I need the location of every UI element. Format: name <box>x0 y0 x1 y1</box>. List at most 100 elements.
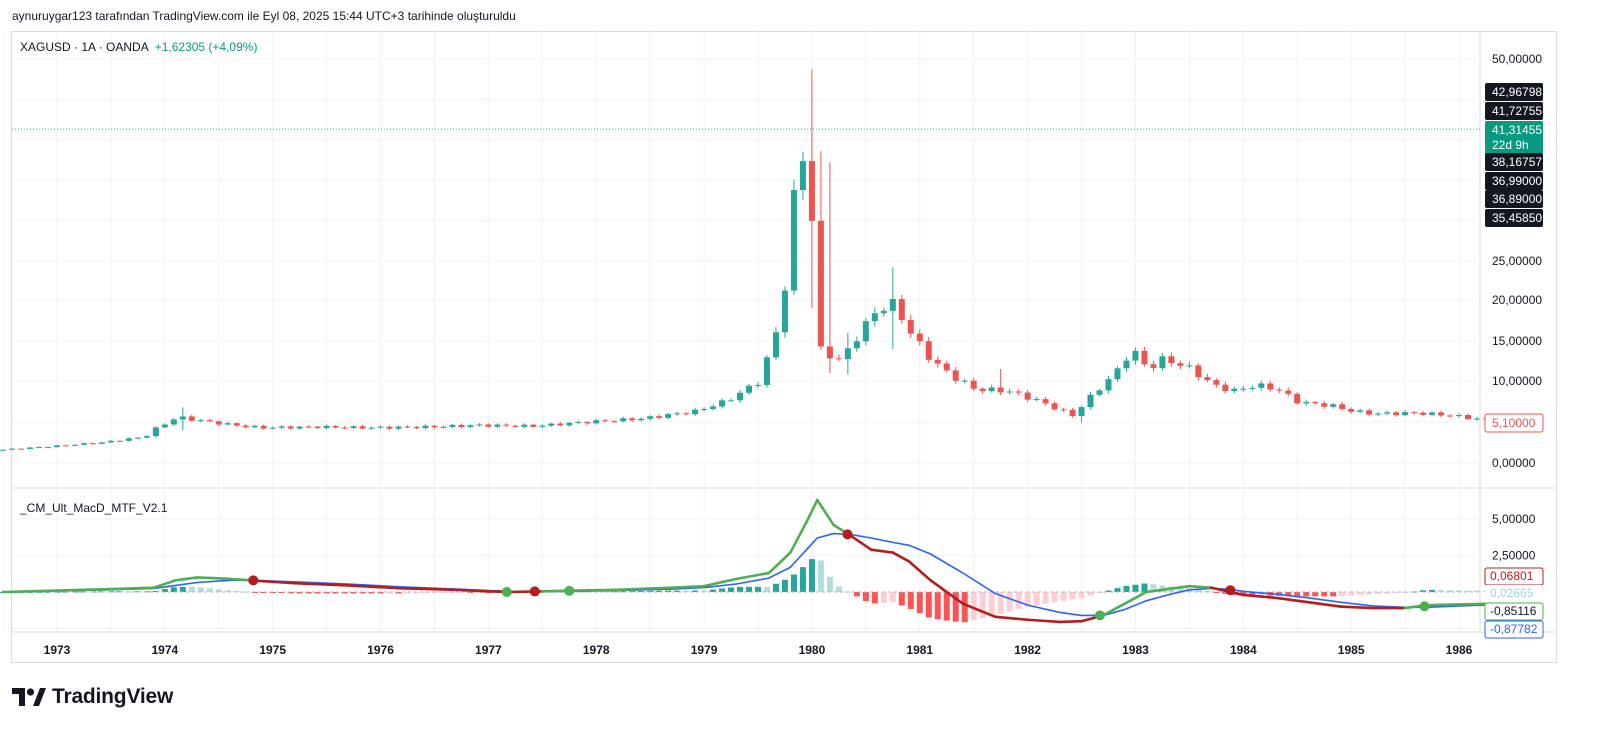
macd-line-segment <box>702 577 738 588</box>
candle-down <box>970 380 977 389</box>
indicator-value-text: -0,85116 <box>1490 604 1537 618</box>
histogram-bar <box>602 591 609 593</box>
symbol-label: XAGUSD · 1A · OANDA <box>20 40 149 54</box>
candle-up <box>143 436 150 438</box>
candle-up <box>1456 415 1462 417</box>
candle-up <box>539 425 546 427</box>
histogram-bar <box>835 586 842 592</box>
candle-down <box>925 341 932 360</box>
time-tick-label: 1985 <box>1338 643 1365 657</box>
histogram-bar <box>260 592 267 593</box>
candle-up <box>1087 394 1094 408</box>
candle-up <box>1105 379 1112 391</box>
candle-down <box>1464 415 1471 420</box>
macd-line-segment <box>1425 603 1461 607</box>
histogram-bar <box>1303 592 1310 597</box>
histogram-bar <box>332 592 339 594</box>
candle-down <box>287 426 294 429</box>
cross-marker <box>501 587 512 597</box>
candle-down <box>1195 365 1202 378</box>
candle-up <box>799 161 806 191</box>
histogram-bar <box>1177 587 1184 592</box>
indicator-value-text: 0,02665 <box>1490 586 1534 600</box>
histogram-bar <box>377 592 384 594</box>
macd-line-segment <box>1026 618 1062 624</box>
histogram-bar <box>1357 592 1364 596</box>
indicator-legend[interactable]: _CM_Ult_MacD_MTF_V2.1 <box>20 501 168 515</box>
candle-up <box>988 387 995 392</box>
candle-up <box>790 190 797 291</box>
candle-up <box>125 438 132 441</box>
price-tick-label: 50,00000 <box>1492 52 1542 66</box>
histogram-bar <box>1429 589 1436 592</box>
price-label-box <box>1485 83 1543 101</box>
histogram-bar <box>961 592 968 623</box>
candle-down <box>1393 412 1400 416</box>
candle-up <box>71 444 78 446</box>
histogram-bar <box>871 592 878 604</box>
macd-line-segment <box>228 577 253 582</box>
macd-line-segment <box>1 589 59 594</box>
candle-down <box>907 320 914 334</box>
candle-up <box>701 408 708 410</box>
macd-line-segment <box>1101 602 1126 617</box>
candle-down <box>557 423 564 426</box>
histogram-bar <box>170 587 177 592</box>
macd-line-segment <box>109 586 156 591</box>
candle-down <box>359 426 366 429</box>
candle-down <box>817 220 824 347</box>
candle-down <box>413 426 420 429</box>
candle-down <box>1141 350 1148 365</box>
histogram-bar <box>242 591 249 593</box>
histogram-bar <box>880 592 887 603</box>
price-change: +1,62305 (+4,09%) <box>154 40 258 54</box>
macd-line-segment <box>869 548 895 554</box>
price-label-box <box>1485 102 1543 120</box>
macd-line-segment <box>195 576 231 581</box>
candle-up <box>1231 388 1238 391</box>
candle-up <box>1402 412 1409 416</box>
histogram-bar <box>458 592 465 593</box>
candle-down <box>404 426 411 428</box>
candle-up <box>179 416 186 420</box>
price-label-text: 36,99000 <box>1492 174 1542 188</box>
candle-up <box>377 426 384 428</box>
indicator-value-box <box>1485 585 1543 602</box>
candle-up <box>1240 388 1247 390</box>
histogram-bar <box>287 592 294 594</box>
histogram-bar <box>665 590 672 592</box>
candle-down <box>934 359 941 364</box>
candle-up <box>1303 402 1310 404</box>
macd-line-segment <box>400 587 458 592</box>
macd-line-segment <box>174 576 199 582</box>
time-tick-label: 1980 <box>799 643 826 657</box>
time-tick-label: 1982 <box>1014 643 1041 657</box>
candle-up <box>440 426 447 428</box>
price-label-text: 36,89000 <box>1492 192 1542 206</box>
histogram-bar <box>1348 592 1355 596</box>
histogram-bar <box>934 592 941 620</box>
candle-down <box>1213 380 1220 385</box>
macd-line-segment <box>1123 590 1148 605</box>
candle-up <box>494 424 501 427</box>
histogram-bar <box>1393 592 1400 594</box>
macd-line-segment <box>573 588 620 592</box>
candle-down <box>1024 392 1031 400</box>
histogram-bar <box>1033 592 1040 606</box>
histogram-bar <box>305 592 312 594</box>
histogram-bar <box>790 574 797 592</box>
symbol-legend[interactable]: XAGUSD · 1A · OANDA +1,62305 (+4,09%) <box>20 40 257 54</box>
histogram-bar <box>1087 592 1094 596</box>
macd-line-segment <box>961 602 997 619</box>
candle-up <box>853 341 860 349</box>
candle-up <box>871 313 878 322</box>
indicator-value-text: 0,06801 <box>1490 569 1534 583</box>
time-tick-label: 1974 <box>151 643 178 657</box>
brand-name: TradingView <box>52 685 174 708</box>
candle-up <box>620 418 627 422</box>
histogram-bar <box>1141 583 1148 592</box>
cross-marker <box>842 529 853 540</box>
histogram-bar <box>1114 588 1121 592</box>
histogram-bar <box>701 590 708 592</box>
